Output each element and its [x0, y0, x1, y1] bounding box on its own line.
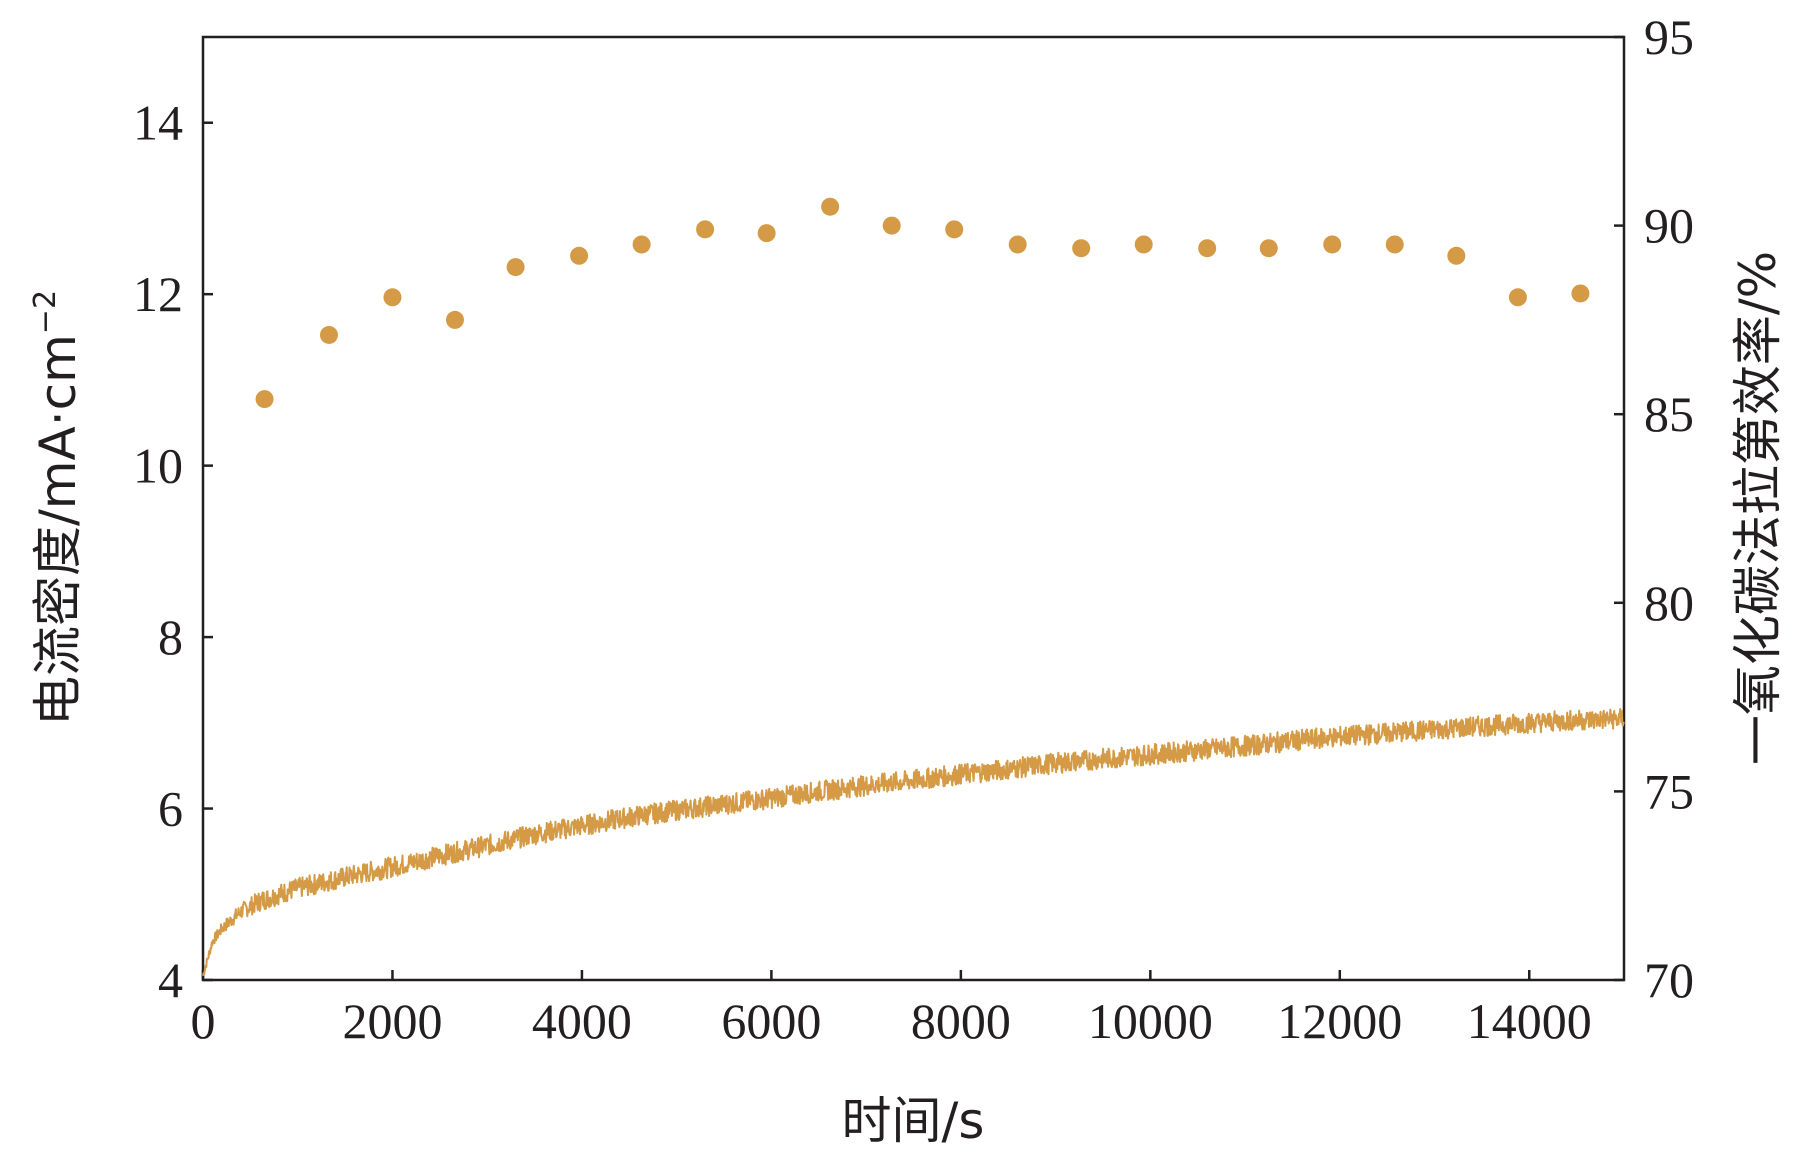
- fe-data-point: [445, 310, 464, 329]
- fe-data-point: [1323, 235, 1342, 254]
- fe-data-point: [1385, 235, 1404, 254]
- x-tick-label: 10000: [1088, 993, 1213, 1049]
- fe-data-point: [945, 220, 964, 239]
- fe-data-point: [696, 220, 715, 239]
- left-y-axis-title-text: 电流密度/mA·cm: [29, 334, 87, 726]
- fe-data-point: [255, 390, 274, 409]
- fe-data-point: [383, 288, 402, 307]
- right-y-tick-label: 70: [1644, 952, 1694, 1008]
- fe-data-point: [757, 224, 776, 243]
- right-y-axis-title: 一氧化碳法拉第效率/%: [1729, 251, 1787, 765]
- right-y-tick-label: 80: [1644, 575, 1694, 631]
- fe-data-point: [1072, 239, 1091, 258]
- x-tick-label: 8000: [911, 993, 1011, 1049]
- fe-data-point: [1508, 288, 1527, 307]
- right-y-tick-label: 90: [1644, 198, 1694, 254]
- left-y-tick-label: 14: [133, 95, 183, 151]
- right-y-tick-label: 75: [1644, 763, 1694, 819]
- x-tick-label: 2000: [342, 993, 442, 1049]
- x-tick-label: 4000: [532, 993, 632, 1049]
- plot-frame: [201, 35, 1626, 982]
- co-faradaic-efficiency-series: [255, 197, 1590, 409]
- x-tick-label: 14000: [1467, 993, 1592, 1049]
- left-y-axis-title-superscript: −2: [28, 290, 63, 334]
- fe-data-point: [1447, 246, 1466, 265]
- fe-data-point: [632, 235, 651, 254]
- current-density-series: [202, 708, 1625, 976]
- right-y-tick-label: 95: [1644, 9, 1694, 65]
- left-y-tick-label: 6: [158, 781, 183, 837]
- fe-data-point: [570, 246, 589, 265]
- left-y-axis-ticks: 4 6 8 10 12 14: [133, 95, 213, 1008]
- left-y-tick-label: 12: [133, 266, 183, 322]
- left-y-tick-label: 10: [133, 438, 183, 494]
- fe-data-point: [882, 216, 901, 235]
- left-y-axis-title: 电流密度/mA·cm−2: [28, 290, 87, 726]
- right-y-tick-label: 85: [1644, 386, 1694, 442]
- left-y-tick-label: 4: [158, 952, 183, 1008]
- left-y-tick-label: 8: [158, 609, 183, 665]
- current-density-line: [202, 708, 1625, 976]
- fe-data-point: [821, 197, 840, 216]
- x-axis-ticks: 0 2000 4000 6000 8000 10000 12000 14000: [191, 970, 1592, 1049]
- x-tick-label: 0: [191, 993, 216, 1049]
- fe-data-point: [506, 258, 525, 277]
- x-tick-label: 12000: [1277, 993, 1402, 1049]
- fe-data-point: [1008, 235, 1027, 254]
- fe-data-point: [1571, 284, 1590, 303]
- x-tick-label: 6000: [721, 993, 821, 1049]
- fe-data-point: [1259, 239, 1278, 258]
- right-y-axis-ticks: 70 75 80 85 90 95: [1614, 9, 1694, 1008]
- fe-data-point: [1134, 235, 1153, 254]
- fe-data-point: [319, 325, 338, 344]
- fe-data-point: [1198, 239, 1217, 258]
- x-axis-title: 时间/s: [842, 1092, 985, 1150]
